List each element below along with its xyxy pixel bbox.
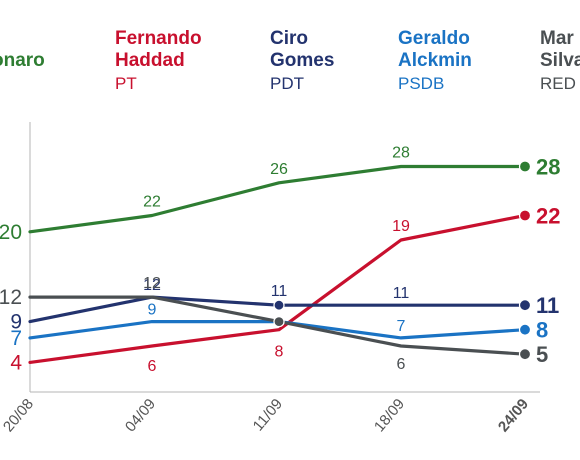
data-label-end-fernando-haddad: 22 — [536, 203, 560, 228]
data-point-ciro-gomes — [518, 299, 532, 312]
series-points — [273, 160, 532, 361]
data-label-end-marina-silva: 5 — [536, 342, 548, 367]
data-point-fernando-haddad — [518, 209, 532, 222]
legend-party-marina-silva: RED — [540, 74, 576, 93]
data-label-ciro-gomes: 11 — [393, 285, 410, 302]
x-tick-label: 20/08 — [0, 396, 37, 436]
series-lines — [28, 164, 527, 364]
data-label-marina-silva: 12 — [143, 275, 161, 292]
series-line-fernando-haddad — [28, 213, 527, 364]
x-tick-label: 11/09 — [250, 396, 286, 435]
data-point-marina-silva — [273, 316, 285, 328]
data-label-fernando-haddad: 6 — [148, 358, 157, 375]
legend-name-marina-silva: Mar — [540, 28, 574, 49]
data-label-end-jair-bolsonaro: 28 — [536, 155, 560, 180]
data-label-jair-bolsonaro: 28 — [392, 145, 410, 162]
data-label-fernando-haddad: 8 — [275, 344, 284, 361]
data-label-ciro-gomes: 12 — [143, 277, 161, 294]
legend-name-jair-bolsonaro: onaro — [0, 50, 45, 71]
data-label-start-marina-silva: 12 — [0, 286, 22, 309]
data-point-ciro-gomes — [273, 299, 285, 311]
data-point-marina-silva — [518, 348, 532, 361]
legend-name-geraldo-alckmin: Alckmin — [398, 50, 472, 71]
legend-party-fernando-haddad: PT — [115, 74, 137, 93]
data-label-geraldo-alckmin: 7 — [397, 318, 406, 335]
x-tick-label: 04/09 — [122, 396, 159, 436]
data-point-jair-bolsonaro — [518, 160, 532, 173]
data-point-geraldo-alckmin — [518, 323, 532, 336]
x-tick-label: 18/09 — [371, 396, 408, 436]
legend-party-geraldo-alckmin: PSDB — [398, 74, 444, 93]
data-label-start-geraldo-alckmin: 7 — [10, 327, 22, 350]
data-label-start-ciro-gomes: 9 — [10, 311, 22, 334]
data-label-marina-silva: 6 — [397, 356, 406, 373]
x-axis-ticks: 20/08 04/09 11/09 18/09 24/09 — [0, 396, 532, 436]
legend-name-fernando-haddad: Fernando — [115, 28, 202, 49]
data-label-fernando-haddad: 19 — [392, 218, 410, 235]
legend-name-fernando-haddad: Haddad — [115, 50, 185, 71]
data-label-start-fernando-haddad: 4 — [10, 351, 22, 374]
data-label-geraldo-alckmin: 9 — [148, 302, 157, 319]
legend-name-ciro-gomes: Gomes — [270, 50, 334, 71]
data-label-ciro-gomes: 11 — [271, 283, 288, 300]
data-label-end-geraldo-alckmin: 8 — [536, 318, 548, 343]
legend-party-ciro-gomes: PDT — [270, 74, 304, 93]
data-label-end-ciro-gomes: 11 — [536, 293, 559, 318]
data-label-jair-bolsonaro: 22 — [143, 193, 161, 210]
legend-name-geraldo-alckmin: Geraldo — [398, 28, 470, 49]
data-label-jair-bolsonaro: 26 — [270, 161, 288, 178]
x-tick-label: 24/09 — [495, 396, 532, 436]
series-line-jair-bolsonaro — [28, 164, 527, 234]
legend-name-ciro-gomes: Ciro — [270, 28, 308, 49]
legend-name-marina-silva: Silva — [540, 50, 580, 71]
data-label-start-jair-bolsonaro: 20 — [0, 221, 22, 244]
